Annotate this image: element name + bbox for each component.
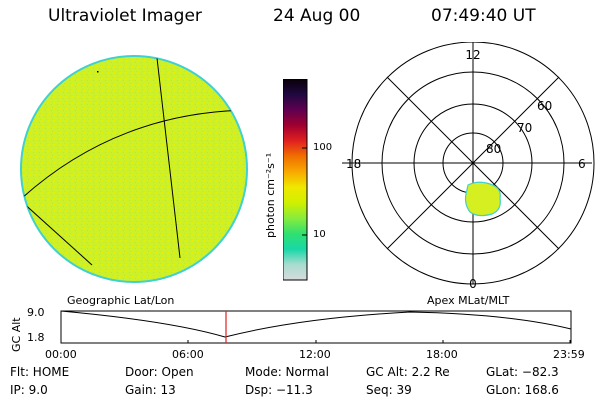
lat-label-60: 60 [537, 99, 552, 113]
mlt-label-0: 0 [469, 277, 477, 291]
mlt-label-12: 12 [465, 48, 480, 62]
instrument-title: Ultraviolet Imager [48, 6, 202, 26]
timeline-tick-0600: 06:00 [172, 348, 204, 361]
lat-label-70: 70 [517, 121, 532, 135]
lat-label-80: 80 [486, 142, 501, 156]
info-ip: IP: 9.0 [10, 383, 48, 397]
timeline-tick-2359: 23:59 [553, 348, 585, 361]
timeline-y-axis-label: GC Alt [10, 317, 23, 352]
time-label: 07:49:40 UT [431, 6, 536, 26]
polar-plot: 12 18 6 0 60 70 80 [342, 42, 595, 291]
colorbar-unit-label: photon cm⁻²s⁻¹ [264, 152, 277, 238]
geographic-coords-label: Geographic Lat/Lon [67, 294, 175, 307]
altitude-timeline [60, 310, 572, 344]
colorbar-tick-100: 100 [313, 142, 333, 153]
info-gc-alt: GC Alt: 2.2 Re [366, 365, 450, 379]
earth-disk [20, 55, 248, 283]
timeline-tick-1800: 18:00 [426, 348, 458, 361]
info-mode: Mode: Normal [245, 365, 329, 379]
colorbar [283, 79, 308, 281]
colorbar-tick-10: 10 [313, 229, 326, 240]
auroral-oval [464, 181, 501, 217]
uv-image-panel [20, 55, 248, 283]
info-door: Door: Open [125, 365, 194, 379]
mlt-label-6: 6 [578, 157, 586, 171]
polar-grid [342, 42, 595, 285]
altitude-curve [60, 310, 572, 338]
info-flight: Flt: HOME [10, 365, 70, 379]
info-gain: Gain: 13 [125, 383, 176, 397]
info-glon: GLon: 168.6 [486, 383, 559, 397]
info-seq: Seq: 39 [366, 383, 412, 397]
info-dsp: Dsp: −11.3 [245, 383, 313, 397]
timeline-y-max: 9.0 [27, 306, 45, 319]
geographic-grid-lines [21, 57, 247, 266]
timeline-y-min: 1.8 [27, 331, 45, 344]
image-speck [97, 71, 99, 73]
apex-coords-label: Apex MLat/MLT [427, 294, 510, 307]
date-label: 24 Aug 00 [273, 6, 361, 26]
timeline-tick-0000: 00:00 [45, 348, 77, 361]
mlt-label-18: 18 [346, 157, 361, 171]
timeline-tick-1200: 12:00 [299, 348, 331, 361]
info-glat: GLat: −82.3 [486, 365, 559, 379]
